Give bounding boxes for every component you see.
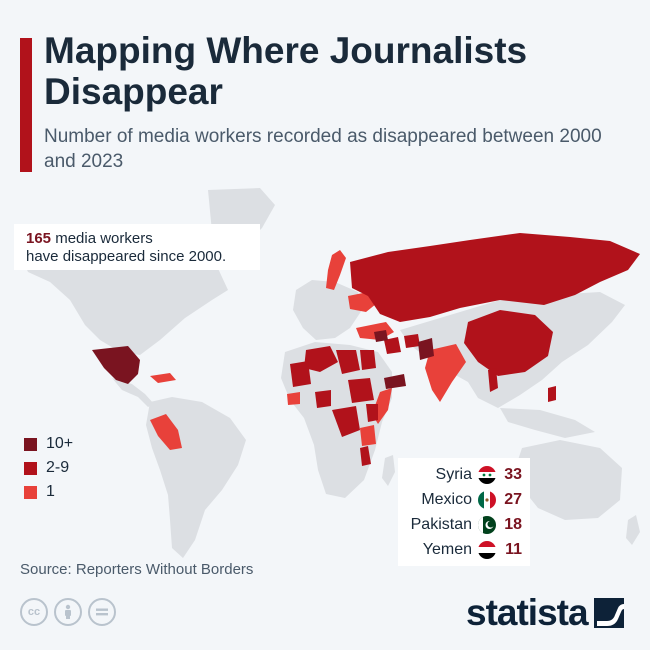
country-yemen <box>384 374 406 389</box>
total-count-text: media workers <box>55 230 153 247</box>
country-nigeria <box>315 390 331 408</box>
attribution-icon[interactable] <box>54 598 82 626</box>
country-afghanistan <box>404 334 420 348</box>
ranking-country: Syria <box>435 465 472 483</box>
statista-logo-icon <box>593 598 624 628</box>
ranking-row-mexico: Mexico 27 <box>398 487 522 512</box>
legend-item-2-9: 2-9 <box>24 456 73 480</box>
country-cuba <box>150 373 176 383</box>
title-accent-bar <box>20 38 32 172</box>
country-egypt <box>360 350 376 370</box>
country-myanmar <box>488 368 498 392</box>
country-norway <box>326 250 346 290</box>
syria-flag-icon <box>478 465 496 484</box>
legend-label-10-plus: 10+ <box>46 435 74 452</box>
ranking-value: 18 <box>504 515 522 533</box>
country-syria <box>374 330 388 342</box>
mexico-flag-icon <box>478 490 496 509</box>
land-central-america <box>112 378 154 407</box>
page-subtitle: Number of media workers recorded as disa… <box>44 126 602 172</box>
total-count-text-line2: have disappeared since 2000. <box>26 248 227 265</box>
country-tanzania <box>360 425 376 446</box>
source-note: Source: Reporters Without Borders <box>20 561 254 578</box>
country-kenya <box>366 404 378 422</box>
pakistan-flag-icon <box>478 515 496 534</box>
ranking-row-syria: Syria 33 <box>398 462 522 487</box>
total-callout: 165 media workers have disappeared since… <box>14 224 260 270</box>
land-new-zealand <box>626 515 640 545</box>
legend-swatch-10-plus <box>24 437 37 451</box>
ranking-country: Mexico <box>421 490 472 508</box>
ranking-value: 27 <box>504 490 522 508</box>
country-india <box>425 344 466 402</box>
land-australia <box>516 440 622 520</box>
tier-10-plus-countries <box>92 330 434 389</box>
statista-logo[interactable]: statista <box>466 592 624 634</box>
ranking-value: 33 <box>504 465 522 483</box>
country-philippines <box>548 386 556 402</box>
land-madagascar <box>382 455 395 486</box>
total-count: 165 <box>26 230 52 247</box>
country-mexico <box>92 346 140 384</box>
land-southeast-asia <box>500 408 595 438</box>
license-icons: cc <box>20 598 116 626</box>
tier-2-9-countries <box>290 233 640 466</box>
legend-item-10-plus: 10+ <box>24 432 73 456</box>
yemen-flag-icon <box>478 540 496 559</box>
country-algeria <box>304 346 338 372</box>
ranking-country: Pakistan <box>410 515 472 533</box>
country-mozambique <box>360 446 371 466</box>
country-russia <box>350 233 640 322</box>
map-legend: 10+ 2-9 1 <box>24 432 73 504</box>
country-china <box>464 310 553 376</box>
land-europe <box>293 280 362 340</box>
legend-swatch-1 <box>24 485 37 499</box>
brand-name: statista <box>466 592 589 633</box>
page-title: Mapping Where Journalists Disappear <box>44 30 528 112</box>
legend-swatch-2-9 <box>24 461 37 475</box>
top-countries-box: Syria 33 Mexico 27 Pakistan 18 Y <box>398 458 530 566</box>
legend-label-1: 1 <box>46 483 55 500</box>
country-pakistan <box>418 338 434 360</box>
country-sudan <box>348 378 374 403</box>
creative-commons-icon[interactable]: cc <box>20 598 48 626</box>
ranking-row-pakistan: Pakistan 18 <box>398 512 522 537</box>
ranking-value: 11 <box>505 540 522 558</box>
legend-item-1: 1 <box>24 480 73 504</box>
country-drc <box>332 406 360 437</box>
country-mali <box>290 361 311 387</box>
legend-label-2-9: 2-9 <box>46 459 70 476</box>
country-iraq <box>384 337 401 354</box>
country-peru <box>150 414 182 450</box>
country-guinea <box>287 392 300 405</box>
ranking-country: Yemen <box>422 540 472 558</box>
country-turkey <box>356 322 394 340</box>
ranking-row-yemen: Yemen 11 <box>398 537 522 562</box>
no-derivatives-icon[interactable] <box>88 598 116 626</box>
country-libya <box>336 350 360 374</box>
